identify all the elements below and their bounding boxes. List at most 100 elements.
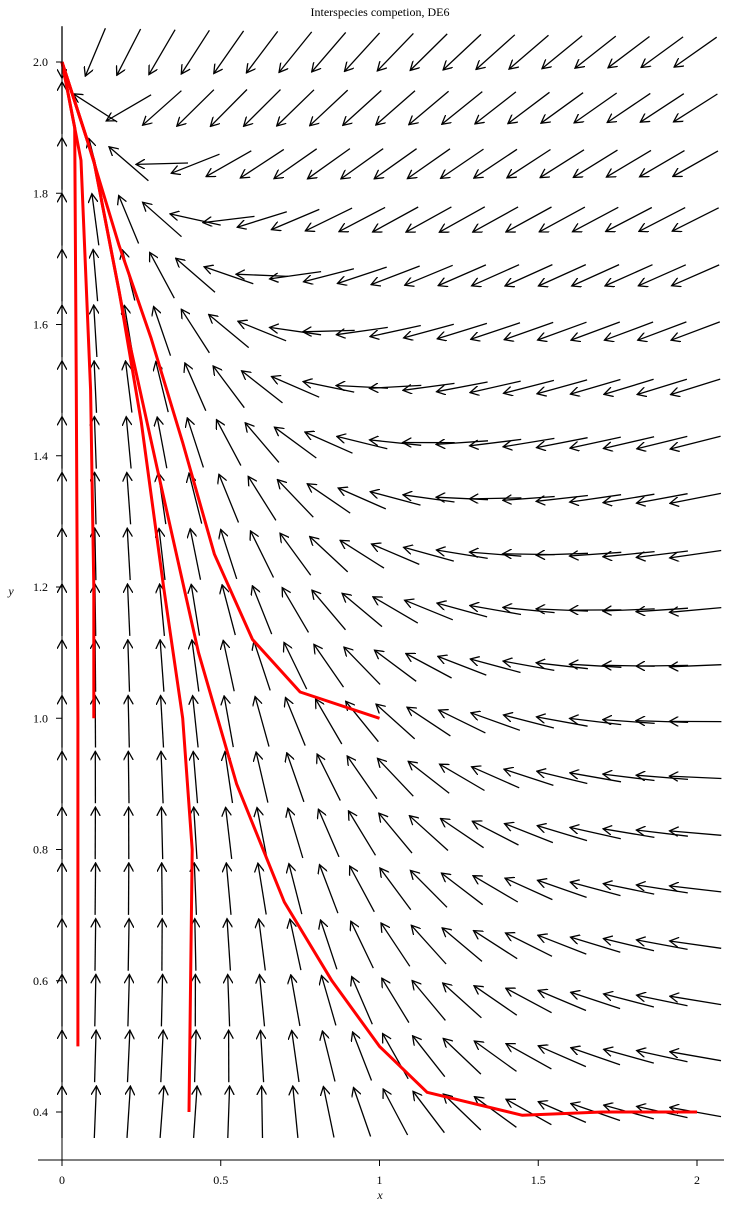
field-arrow [340, 540, 384, 568]
field-arrow [210, 90, 247, 127]
field-arrow [136, 163, 188, 164]
field-arrow [246, 31, 277, 73]
field-arrow [256, 752, 268, 803]
field-arrow [252, 586, 271, 634]
y-tick-label: 1.4 [33, 449, 48, 463]
field-arrow [538, 935, 587, 954]
field-arrow [372, 544, 420, 564]
field-arrow [537, 826, 587, 841]
field-arrow [344, 647, 380, 684]
field-arrow [606, 150, 651, 177]
field-arrow [370, 492, 420, 505]
field-arrow [228, 975, 230, 1027]
vector-field [62, 26, 721, 1138]
y-tick-label: 1.0 [33, 711, 48, 725]
field-arrow [640, 94, 684, 123]
field-arrow [209, 315, 249, 348]
y-tick-label: 0.8 [33, 843, 48, 857]
field-arrow [472, 821, 518, 845]
field-arrow [542, 36, 582, 69]
field-arrow [277, 480, 313, 518]
field-arrow [349, 811, 376, 855]
field-arrow [470, 659, 520, 673]
field-arrow [291, 975, 300, 1026]
field-arrow [506, 933, 553, 956]
field-arrow [292, 1031, 299, 1083]
field-arrow [503, 661, 554, 670]
field-arrow [409, 91, 449, 125]
field-arrow [472, 767, 520, 788]
field-arrow [310, 90, 348, 126]
field-arrow [289, 864, 302, 914]
field-arrow [641, 37, 683, 68]
field-arrow [308, 149, 350, 179]
field-arrow [219, 474, 239, 522]
field-arrow [541, 93, 583, 124]
field-arrow [128, 696, 129, 748]
field-arrow [673, 151, 718, 177]
field-arrow [271, 209, 319, 229]
field-arrow [351, 921, 374, 968]
field-arrow [161, 1030, 163, 1082]
field-arrow [203, 216, 255, 222]
field-arrow [222, 585, 235, 635]
field-arrow [307, 484, 350, 513]
field-arrow [95, 472, 96, 524]
field-arrow [436, 550, 487, 558]
field-arrow [236, 274, 288, 276]
field-arrow [374, 149, 416, 179]
field-arrow [280, 533, 311, 575]
field-arrow [106, 95, 151, 121]
field-arrow [287, 753, 304, 802]
field-arrow [170, 214, 221, 225]
field-arrow [176, 258, 215, 292]
field-arrow [379, 813, 412, 853]
solution-curves [62, 62, 697, 1115]
field-arrow [570, 718, 622, 724]
field-arrow [413, 1036, 445, 1077]
field-arrow [345, 33, 380, 72]
field-arrow [439, 710, 486, 733]
field-arrow [288, 808, 303, 858]
field-arrow [404, 547, 454, 561]
field-arrow [94, 361, 96, 413]
field-arrow [573, 150, 617, 177]
field-arrow [504, 769, 553, 785]
y-tick-label: 1.6 [33, 318, 48, 332]
field-arrow [128, 584, 130, 636]
field-arrow [376, 91, 415, 125]
field-arrow [193, 751, 197, 803]
y-axis-label: y [7, 584, 14, 598]
field-arrow [305, 432, 353, 453]
field-arrow [162, 863, 163, 915]
y-tick-label: 2.0 [33, 55, 48, 69]
field-arrow [538, 990, 586, 1010]
field-arrow [257, 808, 267, 859]
y-tick-label: 1.2 [33, 580, 48, 594]
field-arrow [127, 528, 130, 580]
field-arrow [409, 816, 448, 851]
field-arrow [238, 321, 286, 341]
field-arrow [92, 194, 99, 246]
field-arrow [507, 150, 551, 178]
y-tick-label: 0.4 [33, 1105, 48, 1119]
field-arrow [119, 196, 139, 244]
field-arrow [473, 876, 518, 902]
solution-curve-4 [62, 62, 380, 718]
field-arrow [443, 34, 481, 70]
field-arrow [412, 981, 445, 1021]
field-arrow [474, 149, 517, 178]
field-arrow [128, 1030, 130, 1082]
field-arrow [154, 307, 171, 356]
field-arrow [536, 663, 588, 669]
field-arrow [508, 92, 550, 123]
field-arrow [128, 974, 129, 1026]
field-arrow [127, 1086, 130, 1138]
field-arrow [195, 1030, 197, 1082]
field-arrow [237, 212, 287, 227]
field-arrow [260, 975, 265, 1027]
field-arrow [187, 418, 203, 468]
field-arrow [443, 983, 482, 1018]
